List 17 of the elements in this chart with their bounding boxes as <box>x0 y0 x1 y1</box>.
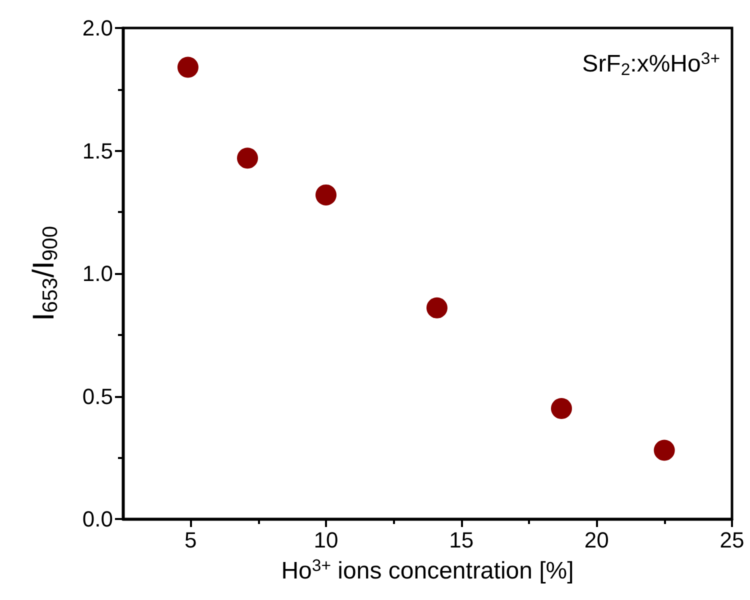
point <box>177 56 198 78</box>
point <box>237 148 258 169</box>
x-tick-label: 10 <box>314 528 338 552</box>
point <box>551 398 572 420</box>
y-tick-label: 0.0 <box>82 506 113 532</box>
x-tick-label: 25 <box>720 528 744 552</box>
y-tick-label: 2.0 <box>82 16 113 40</box>
y-tick-label: 1.5 <box>82 138 113 164</box>
x-tick-label: 15 <box>449 528 474 552</box>
x-tick-label: 20 <box>584 528 609 552</box>
y-tick-label: 1.0 <box>82 261 113 286</box>
point <box>316 184 336 206</box>
point <box>654 440 675 461</box>
y-axis-title: I653/I900 <box>27 226 62 322</box>
y-tick-label: 0.5 <box>82 384 113 409</box>
point <box>426 297 448 318</box>
x-tick-label: 5 <box>184 528 197 552</box>
